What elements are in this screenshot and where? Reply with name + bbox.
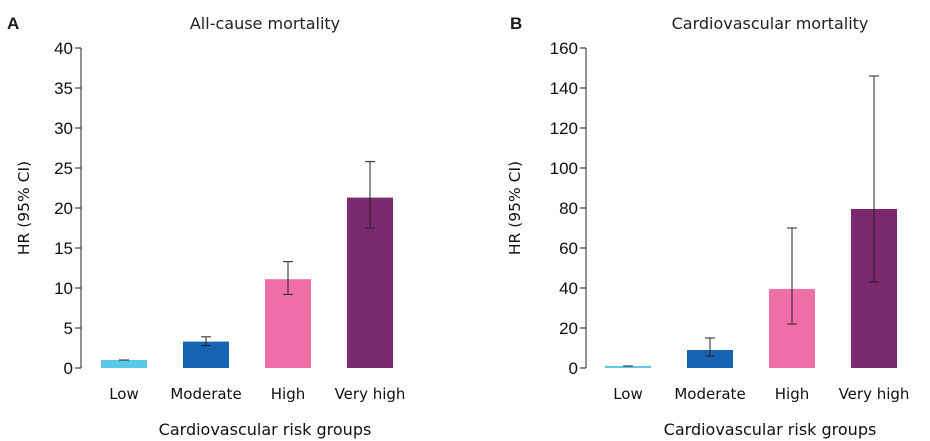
y-tick-label: 20: [559, 319, 578, 338]
x-axis-label: Cardiovascular risk groups: [159, 420, 372, 439]
y-tick-label: 40: [54, 39, 73, 58]
x-tick-label: Very high: [335, 385, 406, 403]
y-tick-label: 30: [54, 119, 73, 138]
x-tick-label: High: [775, 385, 809, 403]
y-tick-label: 160: [550, 39, 578, 58]
y-tick-label: 40: [559, 279, 578, 298]
x-tick-label: Moderate: [170, 385, 241, 403]
y-axis-label: HR (95% CI): [15, 161, 33, 255]
y-tick-label: 25: [54, 159, 73, 178]
chart-title: Cardiovascular mortality: [672, 14, 869, 33]
y-tick-label: 0: [569, 359, 578, 378]
x-axis-label: Cardiovascular risk groups: [664, 420, 877, 439]
x-tick-label: Very high: [839, 385, 910, 403]
y-tick-label: 35: [54, 79, 73, 98]
y-tick-label: 60: [559, 239, 578, 258]
bar: [605, 366, 651, 368]
y-tick-label: 15: [54, 239, 73, 258]
y-tick-label: 100: [550, 159, 578, 178]
x-tick-label: Moderate: [674, 385, 745, 403]
y-tick-label: 140: [550, 79, 578, 98]
y-tick-label: 20: [54, 199, 73, 218]
y-tick-label: 80: [559, 199, 578, 218]
y-axis-label: HR (95% CI): [506, 161, 524, 255]
x-tick-label: Low: [613, 385, 643, 403]
y-tick-label: 0: [64, 359, 73, 378]
x-tick-label: High: [271, 385, 305, 403]
y-tick-label: 5: [64, 319, 73, 338]
y-tick-label: 10: [54, 279, 73, 298]
bar: [101, 360, 147, 368]
y-tick-label: 120: [550, 119, 578, 138]
x-tick-label: Low: [109, 385, 139, 403]
panel-letter: B: [510, 14, 522, 33]
panel-letter: A: [7, 14, 19, 33]
chart-title: All-cause mortality: [190, 14, 340, 33]
bar: [687, 350, 733, 368]
